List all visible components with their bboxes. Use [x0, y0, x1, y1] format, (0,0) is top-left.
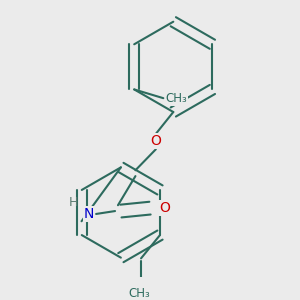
- Text: CH₃: CH₃: [166, 92, 187, 105]
- Text: O: O: [150, 134, 161, 148]
- Text: H: H: [69, 196, 78, 209]
- Text: CH₃: CH₃: [129, 287, 151, 300]
- Text: O: O: [159, 201, 170, 215]
- Text: N: N: [84, 207, 94, 221]
